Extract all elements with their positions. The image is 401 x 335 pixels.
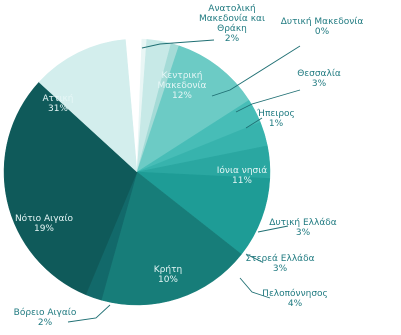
- leader-line-5: [257, 225, 289, 233]
- leader-line-1: [211, 45, 301, 97]
- slice-label-11-line-0: Αττική: [42, 94, 73, 104]
- slice-label-8-line-0: Κρήτη: [154, 265, 182, 275]
- slice-label-12-line-0: Κεντρική: [162, 71, 203, 81]
- slice-11: [3, 81, 138, 296]
- slice-label-5-line-0: Δυτική Ελλάδα: [269, 218, 336, 228]
- slice-value-label-1: 0%: [315, 27, 330, 37]
- slice-label-9-line-0: Νότιο Αιγαίο: [15, 213, 74, 224]
- slice-label-6-line-0: Στερεά Ελλάδα: [245, 254, 314, 264]
- slice-value-label-12: 12%: [172, 91, 192, 101]
- slice-12: [38, 39, 138, 173]
- leader-line-2: [235, 89, 301, 113]
- slice-label-7-line-0: Πελοπόννησος: [262, 288, 328, 299]
- leader-line-6: [245, 253, 263, 263]
- slice-value-label-10: 2%: [38, 318, 53, 328]
- slice-4: [136, 45, 250, 173]
- slice-label-12-line-1: Μακεδονία: [158, 81, 207, 91]
- leader-line-3: [245, 117, 263, 129]
- leader-line-10: [67, 304, 111, 323]
- slice-value-label-11: 31%: [48, 104, 68, 114]
- slice-value-label-6: 3%: [273, 264, 288, 274]
- slice-value-label-5: 3%: [296, 228, 311, 238]
- slice-9: [101, 171, 242, 306]
- slice-value-label-7: 4%: [288, 299, 303, 309]
- slice-value-label-0: 2%: [225, 34, 240, 44]
- slice-label-3-line-0: Ήπειρος: [256, 108, 295, 119]
- leader-line-0: [141, 39, 215, 49]
- slice-label-0-line-1: Μακεδονία και: [199, 14, 265, 24]
- slice-label-10-line-0: Βόρειο Αιγαίο: [14, 307, 77, 318]
- leader-line-7: [239, 277, 271, 299]
- pie-slices: [3, 38, 271, 306]
- slice-label-1-line-0: Δυτική Μακεδονία: [281, 17, 364, 27]
- slice-label-0-line-2: Θράκη: [217, 24, 247, 34]
- slice-value-label-8: 10%: [158, 275, 178, 285]
- slice-value-label-4: 11%: [232, 176, 252, 186]
- slice-value-label-9: 19%: [34, 224, 54, 234]
- slice-8: [136, 171, 271, 255]
- slice-value-label-2: 3%: [312, 79, 327, 89]
- slice-label-2-line-0: Θεσσαλία: [297, 69, 341, 79]
- slice-value-label-3: 1%: [269, 119, 284, 129]
- slice-label-4-line-0: Ιόνια νησιά: [217, 165, 268, 176]
- slice-label-0-line-0: Ανατολική: [208, 4, 255, 14]
